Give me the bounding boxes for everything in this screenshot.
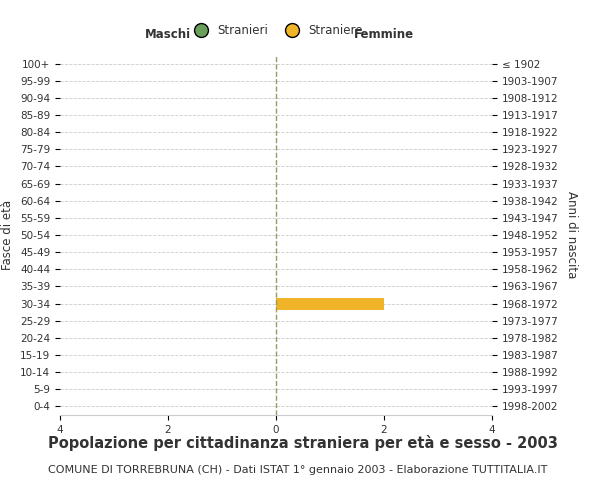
Bar: [276, 298, 384, 310]
Text: COMUNE DI TORREBRUNA (CH) - Dati ISTAT 1° gennaio 2003 - Elaborazione TUTTITALIA: COMUNE DI TORREBRUNA (CH) - Dati ISTAT 1…: [48, 465, 547, 475]
Text: Maschi: Maschi: [145, 28, 191, 40]
Text: Popolazione per cittadinanza straniera per età e sesso - 2003: Popolazione per cittadinanza straniera p…: [48, 435, 558, 451]
Y-axis label: Fasce di età: Fasce di età: [1, 200, 14, 270]
Y-axis label: Anni di nascita: Anni di nascita: [565, 192, 578, 278]
Legend: Stranieri, Straniere: Stranieri, Straniere: [185, 21, 367, 41]
Text: Femmine: Femmine: [354, 28, 414, 40]
